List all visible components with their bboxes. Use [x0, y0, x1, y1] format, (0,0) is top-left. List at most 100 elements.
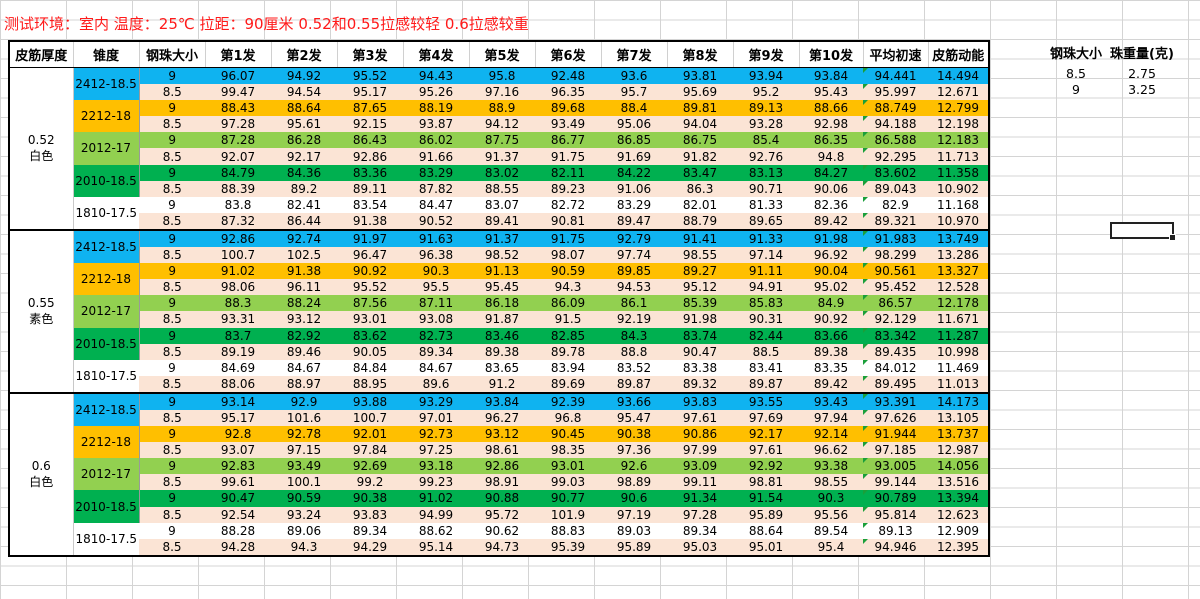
energy-cell[interactable]: 13.737: [928, 426, 989, 443]
shot-value-cell[interactable]: 92.78: [271, 426, 337, 443]
shot-value-cell[interactable]: 94.53: [601, 279, 667, 296]
avg-speed-cell[interactable]: 86.588: [863, 132, 928, 149]
shot-value-cell[interactable]: 91.02: [403, 490, 469, 507]
shot-value-cell[interactable]: 85.39: [667, 295, 733, 312]
shot-value-cell[interactable]: 90.38: [601, 426, 667, 443]
shot-value-cell[interactable]: 93.18: [403, 458, 469, 475]
shot-value-cell[interactable]: 96.47: [337, 247, 403, 264]
shot-value-cell[interactable]: 91.75: [535, 148, 601, 165]
shot-value-cell[interactable]: 83.8: [205, 196, 271, 213]
shot-value-cell[interactable]: 90.59: [271, 490, 337, 507]
shot-value-cell[interactable]: 89.06: [271, 522, 337, 539]
energy-cell[interactable]: 12.987: [928, 442, 989, 459]
shot-value-cell[interactable]: 98.91: [469, 474, 535, 491]
shot-value-cell[interactable]: 90.77: [535, 490, 601, 507]
shot-value-cell[interactable]: 93.12: [469, 426, 535, 443]
avg-speed-cell[interactable]: 95.814: [863, 506, 928, 523]
shot-value-cell[interactable]: 89.69: [535, 375, 601, 393]
avg-speed-cell[interactable]: 83.602: [863, 164, 928, 181]
shot-value-cell[interactable]: 86.3: [667, 180, 733, 197]
ball-size-cell[interactable]: 9: [139, 67, 205, 85]
shot-value-cell[interactable]: 92.6: [601, 458, 667, 475]
column-header[interactable]: 第5发: [468, 41, 535, 68]
ball-size-cell[interactable]: 8.5: [139, 474, 205, 491]
shot-value-cell[interactable]: 95.7: [601, 84, 667, 101]
shot-value-cell[interactable]: 92.76: [733, 148, 799, 165]
shot-value-cell[interactable]: 82.44: [733, 327, 799, 344]
shot-value-cell[interactable]: 89.34: [667, 522, 733, 539]
column-header[interactable]: 第7发: [600, 41, 667, 68]
shot-value-cell[interactable]: 95.17: [205, 409, 271, 427]
shot-value-cell[interactable]: 93.55: [733, 391, 799, 410]
shot-value-cell[interactable]: 90.71: [733, 180, 799, 197]
shot-value-cell[interactable]: 93.84: [799, 67, 863, 85]
avg-speed-cell[interactable]: 91.944: [863, 426, 928, 443]
shot-value-cell[interactable]: 98.81: [733, 474, 799, 491]
shot-value-cell[interactable]: 92.19: [601, 311, 667, 328]
ball-size-cell[interactable]: 8.5: [139, 442, 205, 459]
ball-size-cell[interactable]: 9: [139, 327, 205, 344]
shot-value-cell[interactable]: 101.6: [271, 409, 337, 427]
shot-value-cell[interactable]: 86.44: [271, 212, 337, 230]
shot-value-cell[interactable]: 93.87: [403, 116, 469, 133]
avg-speed-cell[interactable]: 86.57: [863, 295, 928, 312]
shot-value-cell[interactable]: 92.69: [337, 458, 403, 475]
shot-value-cell[interactable]: 90.6: [601, 490, 667, 507]
shot-value-cell[interactable]: 97.19: [601, 506, 667, 523]
shot-value-cell[interactable]: 95.17: [337, 84, 403, 101]
shot-value-cell[interactable]: 93.81: [667, 67, 733, 85]
thickness-cell[interactable]: 0.6 白色: [9, 391, 74, 556]
shot-value-cell[interactable]: 93.6: [601, 67, 667, 85]
energy-cell[interactable]: 12.671: [928, 84, 989, 101]
avg-speed-cell[interactable]: 89.435: [863, 343, 928, 360]
shot-value-cell[interactable]: 90.04: [799, 263, 863, 280]
avg-speed-cell[interactable]: 99.144: [863, 474, 928, 491]
shot-value-cell[interactable]: 93.49: [535, 116, 601, 133]
shot-value-cell[interactable]: 93.88: [337, 391, 403, 410]
shot-value-cell[interactable]: 88.95: [337, 375, 403, 393]
shot-value-cell[interactable]: 82.85: [535, 327, 601, 344]
shot-value-cell[interactable]: 93.38: [799, 458, 863, 475]
energy-cell[interactable]: 11.713: [928, 148, 989, 165]
ball-size-cell[interactable]: 8.5: [139, 311, 205, 328]
shot-value-cell[interactable]: 84.69: [205, 359, 271, 376]
shot-value-cell[interactable]: 83.65: [469, 359, 535, 376]
shot-value-cell[interactable]: 95.26: [403, 84, 469, 101]
shot-value-cell[interactable]: 91.75: [535, 228, 601, 248]
shot-value-cell[interactable]: 88.79: [667, 212, 733, 230]
shot-value-cell[interactable]: 88.64: [271, 100, 337, 117]
shot-value-cell[interactable]: 86.1: [601, 295, 667, 312]
shot-value-cell[interactable]: 93.24: [271, 506, 337, 523]
shot-value-cell[interactable]: 95.56: [799, 506, 863, 523]
shot-value-cell[interactable]: 86.18: [469, 295, 535, 312]
energy-cell[interactable]: 12.178: [928, 295, 989, 312]
shot-value-cell[interactable]: 97.61: [733, 442, 799, 459]
avg-speed-cell[interactable]: 92.295: [863, 148, 928, 165]
taper-cell[interactable]: 2012-17: [73, 132, 140, 165]
shot-value-cell[interactable]: 99.61: [205, 474, 271, 491]
shot-value-cell[interactable]: 90.31: [733, 311, 799, 328]
shot-value-cell[interactable]: 98.07: [535, 247, 601, 264]
energy-cell[interactable]: 11.168: [928, 196, 989, 213]
avg-speed-cell[interactable]: 97.626: [863, 409, 928, 427]
energy-cell[interactable]: 12.395: [928, 538, 989, 556]
shot-value-cell[interactable]: 89.46: [271, 343, 337, 360]
shot-value-cell[interactable]: 88.06: [205, 375, 271, 393]
shot-value-cell[interactable]: 86.77: [535, 132, 601, 149]
taper-cell[interactable]: 2010-18.5: [73, 164, 140, 197]
shot-value-cell[interactable]: 94.12: [469, 116, 535, 133]
avg-speed-cell[interactable]: 94.946: [863, 538, 928, 556]
shot-value-cell[interactable]: 99.2: [337, 474, 403, 491]
shot-value-cell[interactable]: 94.73: [469, 538, 535, 556]
shot-value-cell[interactable]: 97.99: [667, 442, 733, 459]
shot-value-cell[interactable]: 93.94: [733, 67, 799, 85]
shot-value-cell[interactable]: 90.62: [469, 522, 535, 539]
ball-size-cell[interactable]: 8.5: [139, 247, 205, 264]
ball-size-cell[interactable]: 9: [139, 359, 205, 376]
shot-value-cell[interactable]: 97.74: [601, 247, 667, 264]
shot-value-cell[interactable]: 89.47: [601, 212, 667, 230]
shot-value-cell[interactable]: 92.9: [271, 391, 337, 410]
side-weight-cell[interactable]: 3.25: [1128, 81, 1156, 97]
shot-value-cell[interactable]: 93.66: [601, 391, 667, 410]
column-header[interactable]: 第4发: [402, 41, 469, 68]
